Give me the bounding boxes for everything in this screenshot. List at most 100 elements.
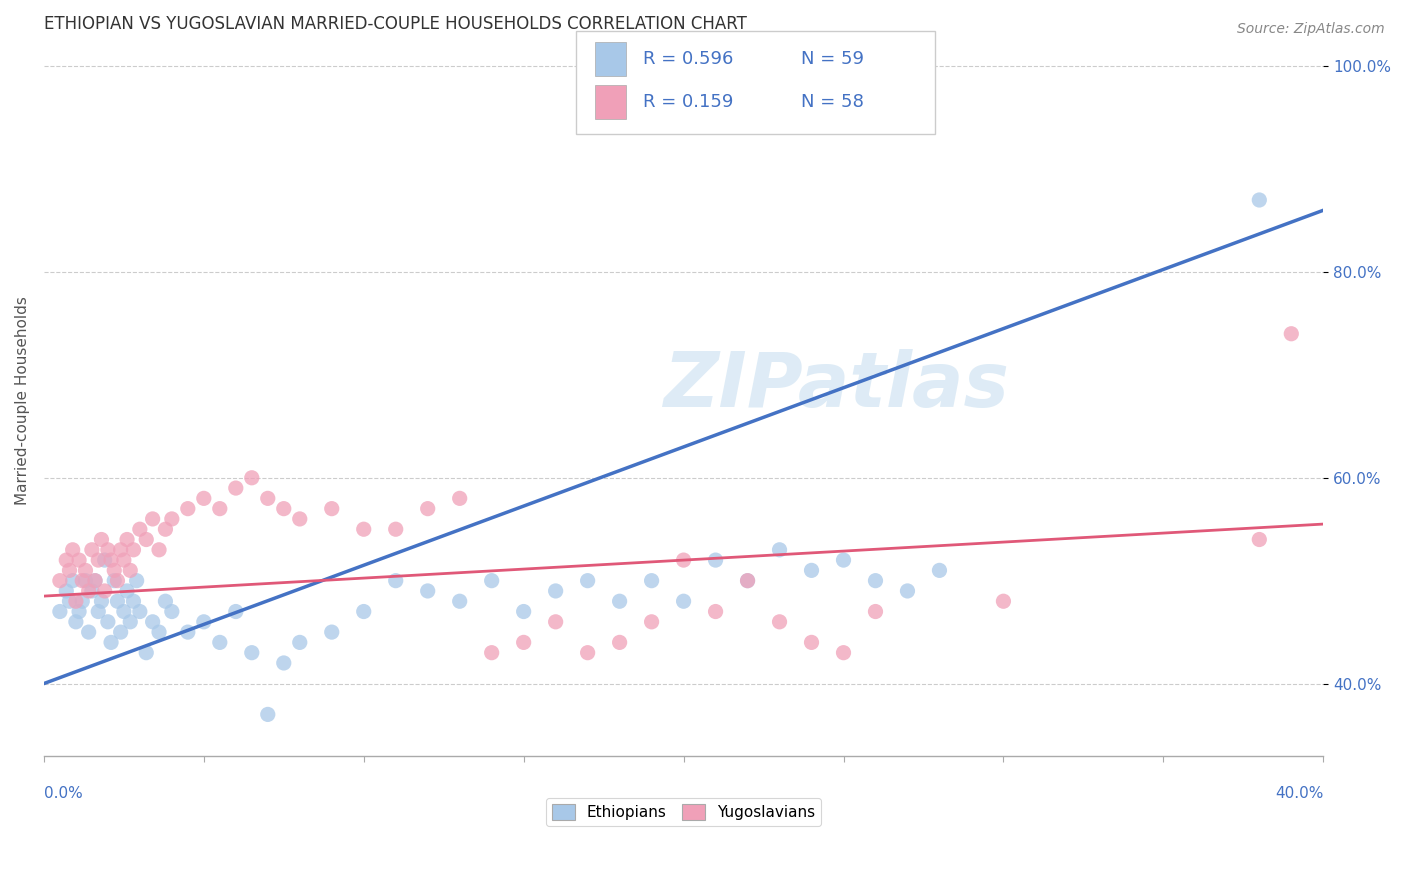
Point bbox=[256, 707, 278, 722]
Point bbox=[148, 625, 170, 640]
Point bbox=[896, 584, 918, 599]
Point bbox=[77, 584, 100, 599]
Point bbox=[142, 615, 165, 629]
Point bbox=[640, 574, 662, 588]
Point bbox=[87, 605, 110, 619]
Point bbox=[112, 553, 135, 567]
Point bbox=[288, 635, 311, 649]
Point bbox=[148, 542, 170, 557]
Point bbox=[1279, 326, 1302, 341]
Point bbox=[103, 563, 125, 577]
Point bbox=[49, 605, 72, 619]
Point bbox=[87, 553, 110, 567]
Y-axis label: Married-couple Households: Married-couple Households bbox=[15, 296, 30, 505]
Point bbox=[704, 553, 727, 567]
Point bbox=[321, 625, 343, 640]
Point bbox=[135, 646, 157, 660]
Point bbox=[128, 522, 150, 536]
Point bbox=[128, 605, 150, 619]
Point bbox=[65, 615, 87, 629]
Point bbox=[576, 574, 599, 588]
Point bbox=[609, 594, 631, 608]
Point bbox=[512, 605, 534, 619]
Point bbox=[135, 533, 157, 547]
Point bbox=[58, 563, 80, 577]
Text: R = 0.596: R = 0.596 bbox=[643, 50, 733, 68]
Point bbox=[273, 501, 295, 516]
Point bbox=[110, 625, 132, 640]
Point bbox=[103, 574, 125, 588]
Point bbox=[120, 615, 142, 629]
Legend: Ethiopians, Yugoslavians: Ethiopians, Yugoslavians bbox=[546, 797, 821, 826]
Point bbox=[321, 501, 343, 516]
Point bbox=[122, 594, 145, 608]
Point bbox=[240, 471, 263, 485]
Point bbox=[481, 646, 503, 660]
Point bbox=[100, 553, 122, 567]
Point bbox=[640, 615, 662, 629]
Point bbox=[90, 533, 112, 547]
Point bbox=[1249, 533, 1271, 547]
Point bbox=[353, 522, 375, 536]
Point bbox=[193, 491, 215, 506]
Point bbox=[576, 646, 599, 660]
Point bbox=[67, 605, 90, 619]
Point bbox=[704, 605, 727, 619]
Point bbox=[100, 635, 122, 649]
Point bbox=[353, 605, 375, 619]
Point bbox=[93, 584, 115, 599]
Point bbox=[832, 646, 855, 660]
Point bbox=[67, 553, 90, 567]
Point bbox=[115, 584, 138, 599]
Point bbox=[384, 574, 406, 588]
Point bbox=[122, 542, 145, 557]
Point bbox=[225, 481, 247, 495]
Point bbox=[125, 574, 148, 588]
Text: 40.0%: 40.0% bbox=[1275, 786, 1323, 801]
Point bbox=[273, 656, 295, 670]
Point bbox=[58, 594, 80, 608]
Point bbox=[177, 625, 200, 640]
Point bbox=[84, 574, 107, 588]
Point bbox=[84, 574, 107, 588]
Point bbox=[72, 594, 94, 608]
Point bbox=[120, 563, 142, 577]
Point bbox=[512, 635, 534, 649]
Point bbox=[193, 615, 215, 629]
Point bbox=[672, 594, 695, 608]
Point bbox=[288, 512, 311, 526]
Point bbox=[155, 594, 177, 608]
Point bbox=[800, 563, 823, 577]
Text: ETHIOPIAN VS YUGOSLAVIAN MARRIED-COUPLE HOUSEHOLDS CORRELATION CHART: ETHIOPIAN VS YUGOSLAVIAN MARRIED-COUPLE … bbox=[44, 15, 747, 33]
Point bbox=[142, 512, 165, 526]
Point bbox=[160, 605, 183, 619]
Point bbox=[107, 574, 129, 588]
Point bbox=[77, 625, 100, 640]
Point bbox=[65, 594, 87, 608]
Point bbox=[62, 574, 84, 588]
Point bbox=[481, 574, 503, 588]
Point bbox=[80, 542, 103, 557]
Point bbox=[49, 574, 72, 588]
Point bbox=[865, 574, 887, 588]
Text: R = 0.159: R = 0.159 bbox=[643, 93, 733, 111]
Point bbox=[110, 542, 132, 557]
Point bbox=[112, 605, 135, 619]
Point bbox=[208, 635, 231, 649]
Point bbox=[208, 501, 231, 516]
Point bbox=[993, 594, 1015, 608]
Point bbox=[75, 574, 97, 588]
Point bbox=[155, 522, 177, 536]
Point bbox=[160, 512, 183, 526]
Point bbox=[1249, 193, 1271, 207]
Point bbox=[737, 574, 759, 588]
Point bbox=[416, 501, 439, 516]
Point bbox=[97, 615, 120, 629]
Text: N = 58: N = 58 bbox=[801, 93, 865, 111]
Point bbox=[90, 594, 112, 608]
Point bbox=[72, 574, 94, 588]
Point bbox=[737, 574, 759, 588]
Text: 0.0%: 0.0% bbox=[44, 786, 83, 801]
Text: Source: ZipAtlas.com: Source: ZipAtlas.com bbox=[1237, 22, 1385, 37]
Point bbox=[107, 594, 129, 608]
